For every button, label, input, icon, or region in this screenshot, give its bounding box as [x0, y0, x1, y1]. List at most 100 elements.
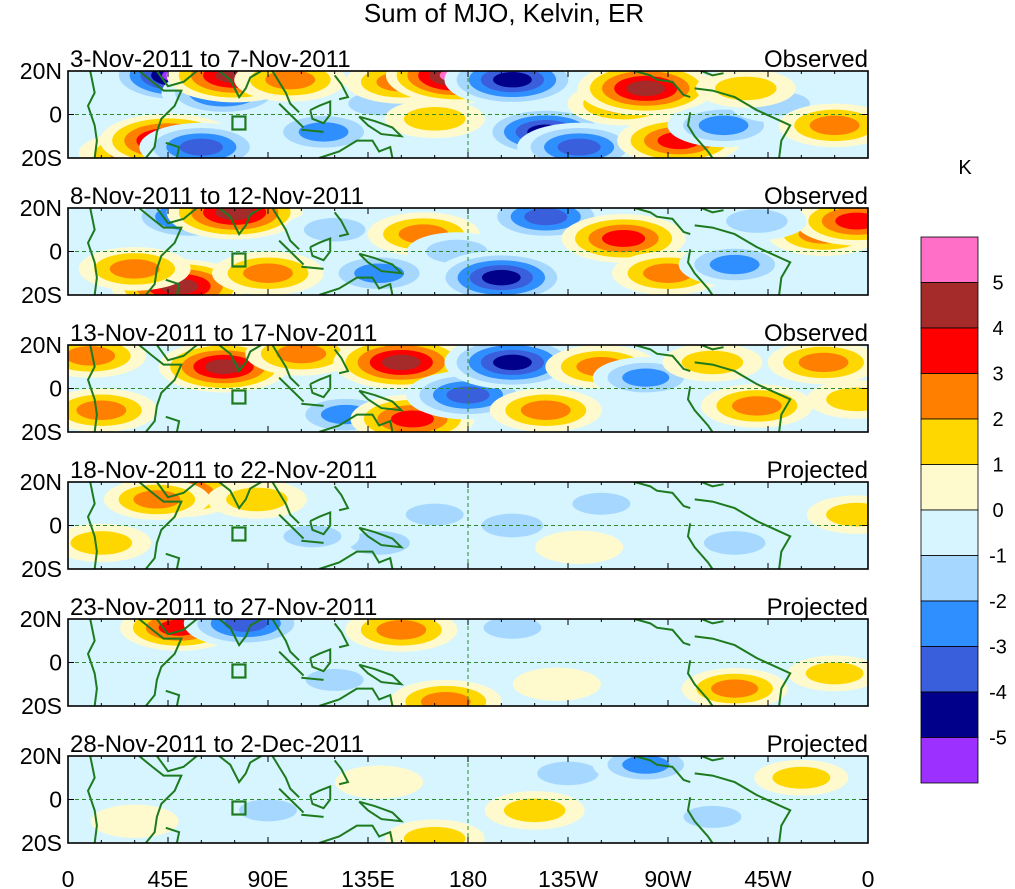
- y-tick-label: 20S: [21, 693, 62, 719]
- y-tick-label: 0: [49, 787, 62, 813]
- anomaly-blob: [554, 485, 649, 522]
- anomaly-blob: [557, 635, 646, 669]
- y-tick-label: 20N: [20, 195, 62, 221]
- anomaly-blob: [592, 756, 699, 786]
- anomaly-blob: [787, 655, 868, 692]
- colorbar-tick-label: -1: [989, 546, 1007, 568]
- anomaly-blob: [665, 799, 760, 835]
- y-tick-label: 20S: [21, 830, 62, 856]
- coastlines: [86, 208, 792, 295]
- anomaly-blob: [706, 208, 807, 241]
- panel-status: Projected: [767, 731, 868, 758]
- coastlines: [86, 482, 792, 569]
- anomaly-blob: [767, 345, 868, 385]
- x-tick-label: 135W: [538, 866, 598, 889]
- y-tick-label: 0: [49, 102, 62, 128]
- anomaly-blob: [778, 103, 868, 148]
- anomaly-blob: [245, 345, 358, 376]
- colorbar-swatch: [920, 509, 979, 556]
- anomaly-blob: [700, 384, 813, 428]
- panel-date-range: 18-Nov-2011 to 22-Nov-2011: [70, 457, 377, 484]
- index-box-marker: [231, 526, 247, 542]
- y-tick-label: 0: [49, 650, 62, 676]
- anomaly-blob: [681, 668, 788, 706]
- colorbar-swatch: [920, 691, 979, 738]
- x-tick-label: 135E: [341, 866, 395, 889]
- anomaly-blob: [433, 250, 570, 295]
- colorbar-swatch: [920, 282, 979, 329]
- index-box-marker: [231, 389, 247, 405]
- anomaly-blob: [384, 99, 485, 139]
- colorbar-swatch: [920, 646, 979, 693]
- y-tick-label: 20N: [20, 58, 62, 84]
- colorbar-tick-label: 4: [992, 318, 1003, 340]
- anomaly-blob: [794, 208, 868, 246]
- panel-status: Observed: [764, 46, 868, 73]
- panel-date-range: 8-Nov-2011 to 12-Nov-2011: [70, 183, 364, 210]
- anomaly-blob: [577, 71, 714, 116]
- anomaly-blob: [212, 251, 324, 295]
- anomaly-blob: [345, 619, 458, 652]
- colorbar-tick-label: -3: [989, 637, 1007, 659]
- anomaly-blob: [444, 71, 581, 107]
- colorbar-tick-label: 5: [992, 273, 1003, 295]
- x-tick-label: 0: [862, 866, 875, 889]
- anomaly-blob: [206, 482, 307, 519]
- panel-status: Observed: [764, 320, 868, 347]
- x-axis: 0 45E 90E 135E 180 135W 90W 45W 0: [62, 866, 875, 889]
- colorbar-tick-label: -5: [989, 728, 1007, 750]
- x-tick-label: 90W: [644, 866, 692, 889]
- x-tick-label: 0: [62, 866, 75, 889]
- chart-title: Sum of MJO, Kelvin, ER: [364, 0, 644, 28]
- anomaly-blob: [68, 345, 147, 378]
- anomaly-blob: [806, 380, 868, 419]
- anomaly-blob: [387, 496, 482, 533]
- anomaly-blob: [444, 345, 581, 390]
- anomaly-blob: [290, 809, 379, 843]
- panel-status: Observed: [764, 183, 868, 210]
- anomaly-blob: [389, 679, 502, 706]
- anomaly-blob: [139, 122, 264, 158]
- coastlines: [86, 345, 792, 432]
- map-panel: 20N 0 20S 3-Nov-2011 to 7-Nov-2011 Observed: [20, 46, 869, 171]
- y-tick-label: 20S: [21, 556, 62, 582]
- colorbar-tick-label: -2: [989, 591, 1007, 613]
- index-box-marker: [231, 800, 247, 816]
- y-tick-label: 20S: [21, 419, 62, 445]
- colorbar-swatch: [920, 737, 979, 784]
- colorbar-swatch: [920, 418, 979, 465]
- y-tick-label: 0: [49, 376, 62, 402]
- colorbar-tick-label: 3: [992, 364, 1003, 386]
- x-tick-label: 45W: [744, 866, 792, 889]
- map-panel: 20N 0 20S 8-Nov-2011 to 12-Nov-2011 Observed: [20, 183, 869, 308]
- colorbar-swatch: [920, 373, 979, 420]
- colorbar: K 5 4 3 2 1 0 -1 -2 -3 -4 -5: [920, 157, 1007, 784]
- anomaly-blob: [465, 619, 560, 646]
- y-tick-label: 20N: [20, 743, 62, 769]
- anomaly-blob: [684, 523, 785, 563]
- x-tick-label: 180: [449, 866, 487, 889]
- panel-date-range: 28-Nov-2011 to 2-Dec-2011: [70, 731, 364, 758]
- colorbar-unit: K: [958, 157, 972, 179]
- x-tick-label: 45E: [148, 866, 189, 889]
- colorbar-tick-label: 2: [992, 409, 1003, 431]
- colorbar-tick-label: 0: [992, 500, 1003, 522]
- colorbar-swatch: [920, 236, 979, 283]
- anomaly-blob: [695, 71, 796, 108]
- y-tick-label: 20N: [20, 332, 62, 358]
- anomaly-blob: [265, 518, 360, 555]
- anomaly-blob: [335, 765, 424, 799]
- map-panel: 20N 0 20S 23-Nov-2011 to 27-Nov-2011 Project…: [20, 594, 869, 719]
- y-tick-label: 20N: [20, 469, 62, 495]
- coastlines: [86, 71, 792, 158]
- anomaly-blob: [806, 495, 868, 534]
- y-tick-label: 20S: [21, 145, 62, 171]
- anomaly-blob: [535, 530, 624, 564]
- y-tick-label: 0: [49, 239, 62, 265]
- anomaly-blob: [90, 804, 179, 838]
- anomaly-blob: [158, 345, 289, 393]
- map-panel: 20N 0 20S 18-Nov-2011 to 22-Nov-2011 Project…: [20, 457, 869, 582]
- anomaly-blob: [754, 759, 849, 796]
- x-tick-label: 90E: [248, 866, 289, 889]
